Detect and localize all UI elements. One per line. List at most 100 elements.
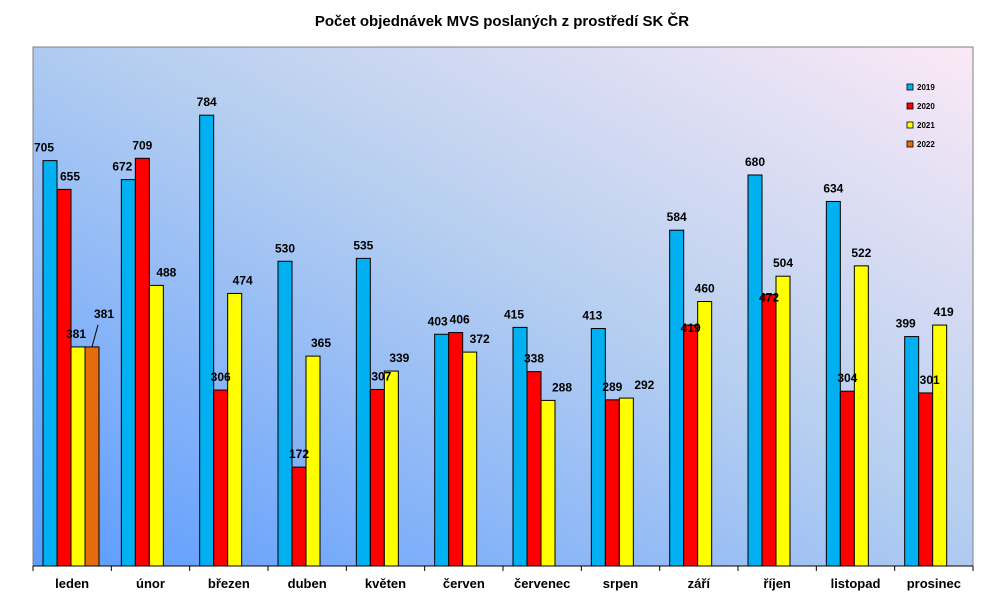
category-label-listopad: listopad <box>831 576 881 591</box>
category-label-prosinec: prosinec <box>907 576 961 591</box>
bar-červen-2019 <box>434 333 450 567</box>
bar-květen-2020 <box>369 388 385 567</box>
value-label-září-2021: 460 <box>695 282 715 296</box>
value-label-únor-2020: 709 <box>132 138 152 152</box>
value-label-květen-2020: 307 <box>371 369 391 383</box>
value-label-duben-2020: 172 <box>289 447 309 461</box>
category-label-duben: duben <box>288 576 327 591</box>
plot-background <box>32 46 974 567</box>
category-label-červen: červen <box>443 576 485 591</box>
value-label-leden-2020: 655 <box>60 169 80 183</box>
value-label-srpen-2020: 289 <box>602 380 622 394</box>
value-label-říjen-2021: 504 <box>773 256 793 270</box>
bar-září-2021 <box>697 301 713 567</box>
bar-červenec-2021 <box>540 399 556 567</box>
value-label-říjen-2019: 680 <box>745 155 765 169</box>
bar-prosinec-2020 <box>918 392 934 567</box>
bar-únor-2020 <box>134 157 150 567</box>
legend-swatch-2021 <box>906 121 914 129</box>
x-ticks-group <box>32 566 974 571</box>
value-label-duben-2019: 530 <box>275 241 295 255</box>
bar-březen-2019 <box>199 114 215 567</box>
category-label-květen: květen <box>365 576 406 591</box>
bar-srpen-2019 <box>590 328 606 567</box>
bar-leden-2022 <box>84 346 100 567</box>
legend-label-2022: 2022 <box>917 140 935 149</box>
bar-září-2019 <box>669 229 685 567</box>
bar-leden-2019 <box>42 160 58 567</box>
category-label-srpen: srpen <box>603 576 638 591</box>
bar-červen-2020 <box>448 332 464 567</box>
bar-květen-2019 <box>355 257 371 567</box>
value-label-duben-2021: 365 <box>311 336 331 350</box>
value-label-únor-2021: 488 <box>156 265 176 279</box>
value-label-červenec-2020: 338 <box>524 352 544 366</box>
category-label-červenec: červenec <box>514 576 570 591</box>
legend-swatch-2022 <box>906 140 914 148</box>
bar-červen-2021 <box>462 351 478 567</box>
legend-label-2019: 2019 <box>917 83 935 92</box>
category-label-září: září <box>688 576 711 591</box>
bar-únor-2021 <box>148 284 164 567</box>
value-label-březen-2020: 306 <box>211 370 231 384</box>
value-label-srpen-2019: 413 <box>582 309 602 323</box>
value-label-květen-2019: 535 <box>353 238 373 252</box>
bar-září-2020 <box>683 324 699 567</box>
bar-duben-2019 <box>277 260 293 567</box>
value-label-květen-2021: 339 <box>389 351 409 365</box>
bar-únor-2019 <box>120 179 136 567</box>
chart-title: Počet objednávek MVS poslaných z prostře… <box>314 13 690 30</box>
value-label-listopad-2021: 522 <box>851 246 871 260</box>
category-label-říjen: říjen <box>763 576 791 591</box>
value-label-leden-2019: 705 <box>34 141 54 155</box>
bar-březen-2021 <box>227 292 243 567</box>
value-label-září-2019: 584 <box>667 210 687 224</box>
bar-říjen-2020 <box>761 294 777 567</box>
bar-prosinec-2021 <box>932 324 948 567</box>
value-label-září-2020: 419 <box>681 321 701 335</box>
bar-duben-2020 <box>291 466 307 567</box>
bar-srpen-2021 <box>618 397 634 567</box>
bar-květen-2021 <box>383 370 399 567</box>
value-label-prosinec-2019: 399 <box>896 317 916 331</box>
bar-říjen-2021 <box>775 275 791 567</box>
value-label-říjen-2020: 472 <box>759 291 779 305</box>
value-label-prosinec-2021: 419 <box>934 305 954 319</box>
value-label-červenec-2019: 415 <box>504 307 524 321</box>
value-label-listopad-2019: 634 <box>823 181 843 195</box>
bar-leden-2021 <box>70 346 86 567</box>
value-label-leden-2021: 381 <box>66 327 86 341</box>
legend-label-2020: 2020 <box>917 102 935 111</box>
value-label-prosinec-2020: 301 <box>920 373 940 387</box>
category-label-únor: únor <box>136 576 165 591</box>
bar-leden-2020 <box>56 188 72 567</box>
leader-line-leden-2022 <box>91 324 99 348</box>
category-label-březen: březen <box>208 576 250 591</box>
bars-group <box>42 114 948 567</box>
bar-srpen-2020 <box>604 399 620 567</box>
legend-swatch-2019 <box>906 83 914 91</box>
bar-prosinec-2019 <box>904 336 920 567</box>
legend: 2019 2020 2021 2022 <box>906 83 935 149</box>
bar-říjen-2019 <box>747 174 763 567</box>
bar-březen-2020 <box>213 389 229 567</box>
category-labels-group: leden únor březen duben květen červen červenec… <box>55 576 961 591</box>
value-label-březen-2019: 784 <box>197 95 217 109</box>
value-label-srpen-2021: 292 <box>634 378 654 392</box>
legend-label-2021: 2021 <box>917 121 935 130</box>
legend-swatch-2020 <box>906 102 914 110</box>
value-label-červen-2020: 406 <box>450 313 470 327</box>
bar-listopad-2020 <box>839 390 855 567</box>
value-label-únor-2019: 672 <box>112 160 132 174</box>
category-label-leden: leden <box>55 576 89 591</box>
bar-červenec-2020 <box>526 371 542 567</box>
bar-listopad-2021 <box>853 265 869 567</box>
value-label-červen-2021: 372 <box>470 332 490 346</box>
value-label-listopad-2020: 304 <box>837 371 857 385</box>
value-label-březen-2021: 474 <box>233 273 253 287</box>
value-label-leden-2022: 381 <box>94 307 114 321</box>
value-label-červen-2019: 403 <box>428 314 448 328</box>
value-label-červenec-2021: 288 <box>552 380 572 394</box>
